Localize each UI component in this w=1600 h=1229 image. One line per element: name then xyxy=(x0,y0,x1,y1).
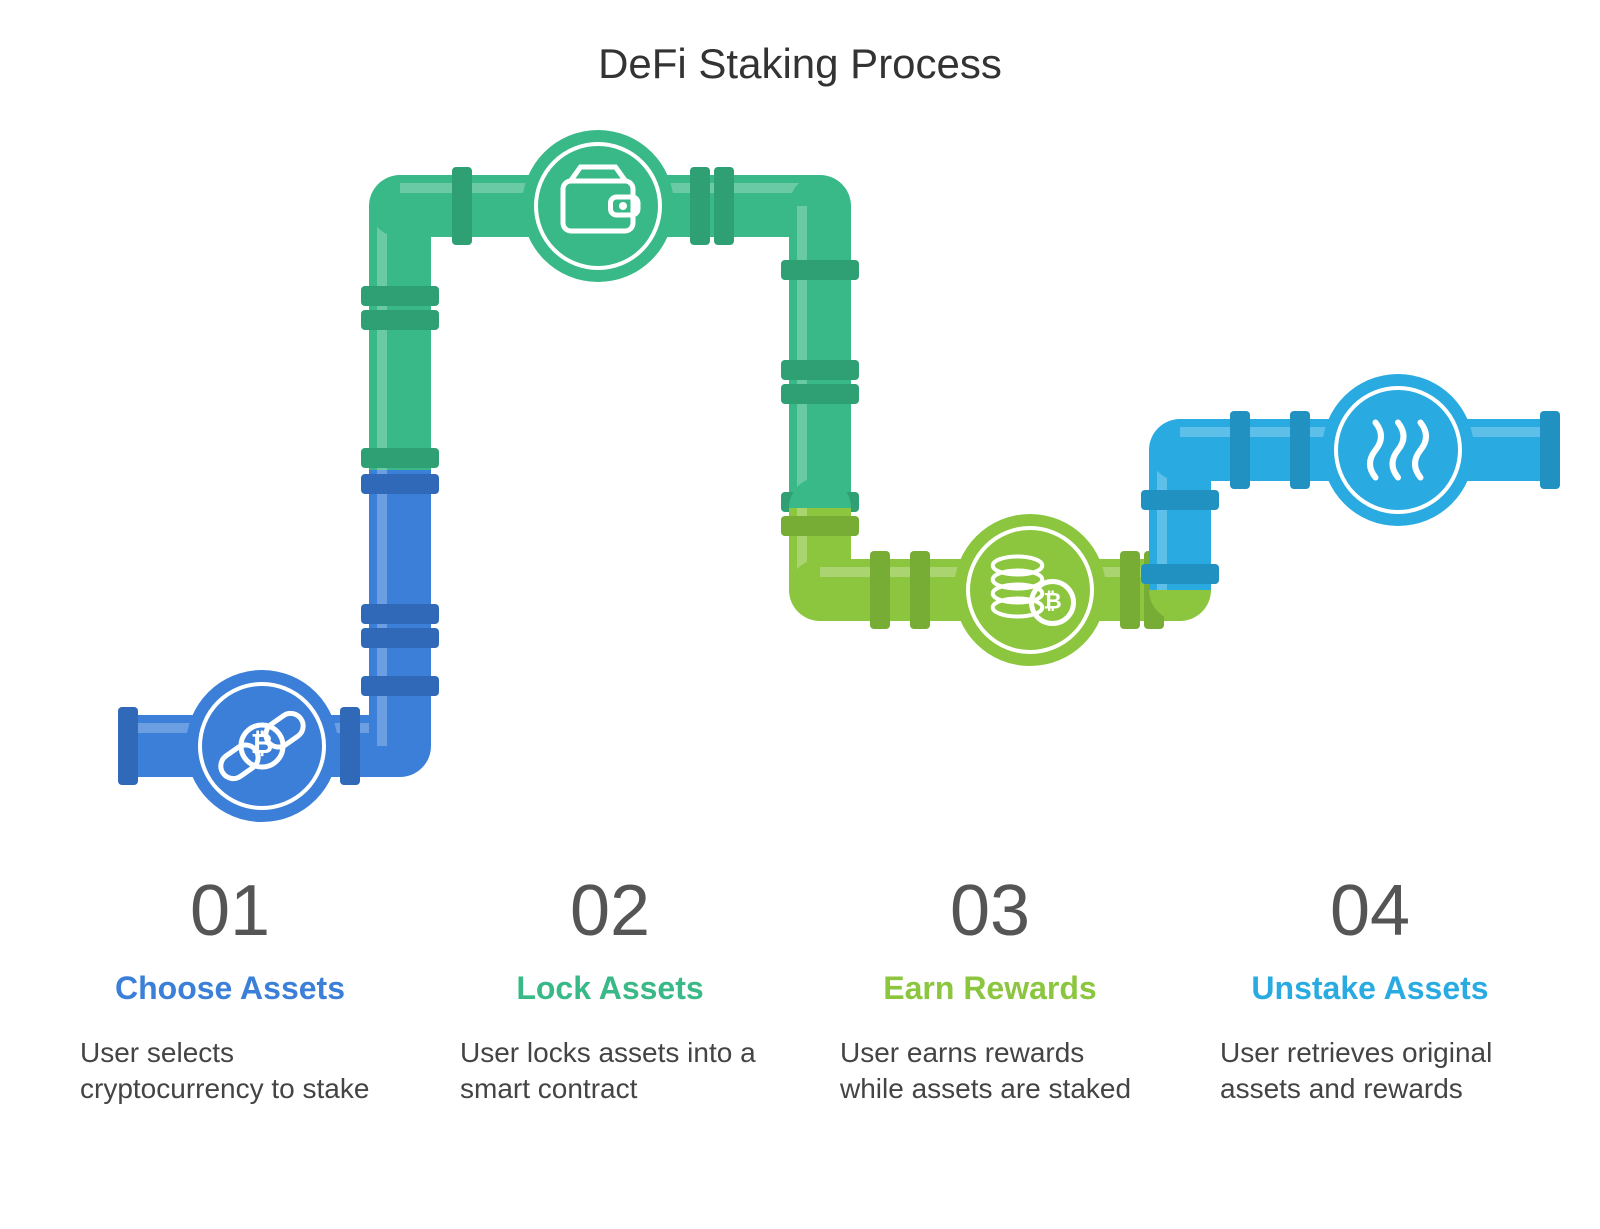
steam-icon xyxy=(1322,374,1474,526)
svg-text:₿: ₿ xyxy=(1043,589,1061,614)
step-desc: User selects cryptocurrency to stake xyxy=(80,1035,380,1108)
bitcoin-chain-icon: ₿ xyxy=(186,670,338,822)
step-number: 04 xyxy=(1220,870,1520,952)
steps-row: 01 Choose Assets User selects cryptocurr… xyxy=(0,870,1600,1108)
step-number: 01 xyxy=(80,870,380,952)
step-desc: User locks assets into a smart contract xyxy=(460,1035,760,1108)
step-1: 01 Choose Assets User selects cryptocurr… xyxy=(80,870,380,1108)
step-3: 03 Earn Rewards User earns rewards while… xyxy=(840,870,1140,1108)
step-heading: Earn Rewards xyxy=(840,970,1140,1007)
step-heading: Choose Assets xyxy=(80,970,380,1007)
step-desc: User retrieves original assets and rewar… xyxy=(1220,1035,1520,1108)
step-number: 02 xyxy=(460,870,760,952)
coin-stack-icon: ₿ xyxy=(954,514,1106,666)
page-title: DeFi Staking Process xyxy=(0,40,1600,88)
wallet-icon xyxy=(522,130,674,282)
step-2: 02 Lock Assets User locks assets into a … xyxy=(460,870,760,1108)
step-heading: Lock Assets xyxy=(460,970,760,1007)
step-heading: Unstake Assets xyxy=(1220,970,1520,1007)
step-desc: User earns rewards while assets are stak… xyxy=(840,1035,1140,1108)
pipe-diagram: ₿₿ xyxy=(0,120,1600,840)
step-number: 03 xyxy=(840,870,1140,952)
step-4: 04 Unstake Assets User retrieves origina… xyxy=(1220,870,1520,1108)
